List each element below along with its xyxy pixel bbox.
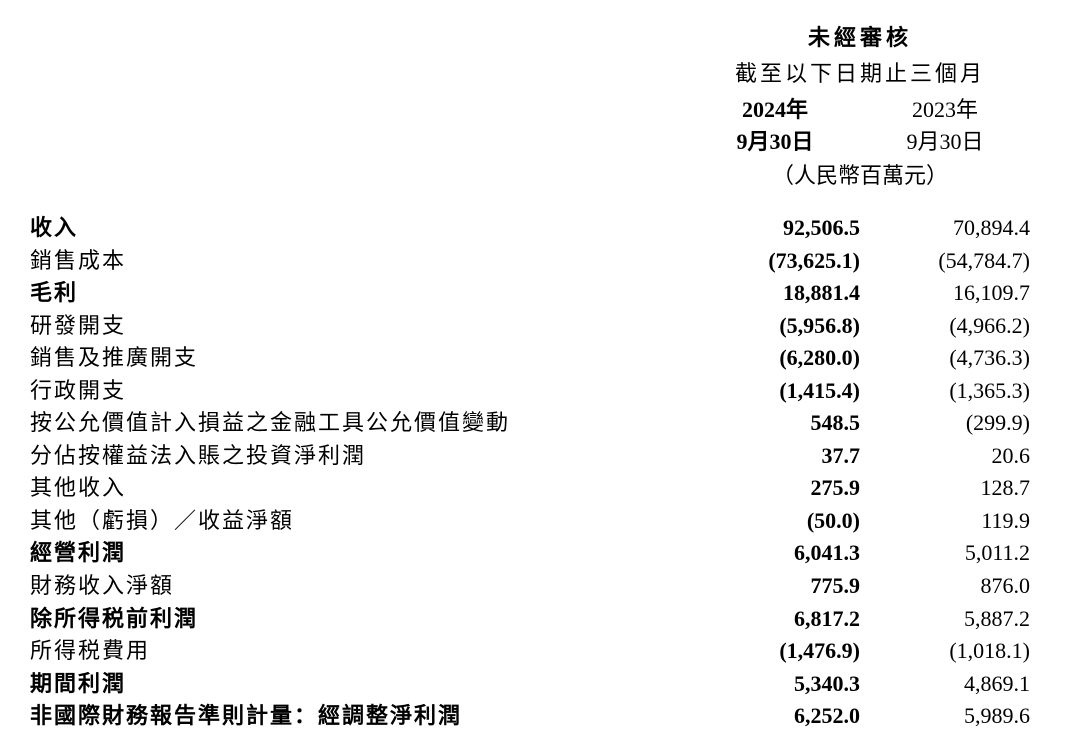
table-row: 毛利18,881.416,109.7 <box>30 277 1050 310</box>
table-header: 未經審核 截至以下日期止三個月 2024年 2023年 9月30日 9月30日 … <box>30 20 1050 190</box>
row-label: 按公允價值計入損益之金融工具公允價值變動 <box>30 407 670 440</box>
value-2023: (4,966.2) <box>860 310 1030 343</box>
value-2024: 6,252.0 <box>690 700 860 733</box>
table-row: 其他（虧損）／收益淨額(50.0)119.9 <box>30 505 1050 538</box>
value-2023: 5,887.2 <box>860 603 1030 636</box>
value-2023: 20.6 <box>860 440 1030 473</box>
row-label: 除所得税前利潤 <box>30 603 670 636</box>
value-2023: (1,018.1) <box>860 635 1030 668</box>
value-2023: 119.9 <box>860 505 1030 538</box>
value-2024: 548.5 <box>690 407 860 440</box>
row-values: 275.9128.7 <box>670 472 1050 505</box>
table-row: 經營利潤6,041.35,011.2 <box>30 537 1050 570</box>
value-2024: 5,340.3 <box>690 668 860 701</box>
table-row: 行政開支(1,415.4)(1,365.3) <box>30 375 1050 408</box>
value-2023: (1,365.3) <box>860 375 1030 408</box>
date-row: 9月30日 9月30日 <box>670 124 1050 156</box>
value-2024: 92,506.5 <box>690 212 860 245</box>
value-2023: 5,989.6 <box>860 700 1030 733</box>
period-description: 截至以下日期止三個月 <box>670 56 1050 88</box>
value-2024: 6,817.2 <box>690 603 860 636</box>
table-row: 其他收入275.9128.7 <box>30 472 1050 505</box>
row-values: 18,881.416,109.7 <box>670 277 1050 310</box>
row-label: 經營利潤 <box>30 537 670 570</box>
table-row: 分佔按權益法入賬之投資淨利潤37.720.6 <box>30 440 1050 473</box>
row-label: 銷售成本 <box>30 245 670 278</box>
table-row: 研發開支(5,956.8)(4,966.2) <box>30 310 1050 343</box>
value-2024: 18,881.4 <box>690 277 860 310</box>
value-2023: (299.9) <box>860 407 1030 440</box>
year-row: 2024年 2023年 <box>670 92 1050 124</box>
row-values: (1,415.4)(1,365.3) <box>670 375 1050 408</box>
table-row: 銷售及推廣開支(6,280.0)(4,736.3) <box>30 342 1050 375</box>
value-2024: (73,625.1) <box>690 245 860 278</box>
value-2024: (1,476.9) <box>690 635 860 668</box>
value-2024: 275.9 <box>690 472 860 505</box>
row-label: 毛利 <box>30 277 670 310</box>
audit-status: 未經審核 <box>670 20 1050 52</box>
row-label: 其他收入 <box>30 472 670 505</box>
table-row: 期間利潤5,340.34,869.1 <box>30 668 1050 701</box>
table-row: 按公允價值計入損益之金融工具公允價值變動548.5(299.9) <box>30 407 1050 440</box>
row-label: 行政開支 <box>30 375 670 408</box>
row-values: 37.720.6 <box>670 440 1050 473</box>
row-label: 所得税費用 <box>30 635 670 668</box>
value-2024: (6,280.0) <box>690 342 860 375</box>
row-label: 收入 <box>30 212 670 245</box>
row-label: 其他（虧損）／收益淨額 <box>30 505 670 538</box>
row-values: 92,506.570,894.4 <box>670 212 1050 245</box>
row-label: 研發開支 <box>30 310 670 343</box>
date-2023: 9月30日 <box>860 124 1030 156</box>
table-row: 財務收入淨額775.9876.0 <box>30 570 1050 603</box>
row-label: 銷售及推廣開支 <box>30 342 670 375</box>
financial-table: 未經審核 截至以下日期止三個月 2024年 2023年 9月30日 9月30日 … <box>30 20 1050 733</box>
row-values: 5,340.34,869.1 <box>670 668 1050 701</box>
row-values: 6,817.25,887.2 <box>670 603 1050 636</box>
header-spacer <box>30 20 670 190</box>
value-2024: 6,041.3 <box>690 537 860 570</box>
table-row: 銷售成本(73,625.1)(54,784.7) <box>30 245 1050 278</box>
table-row: 收入92,506.570,894.4 <box>30 212 1050 245</box>
value-2023: 4,869.1 <box>860 668 1030 701</box>
row-values: 548.5(299.9) <box>670 407 1050 440</box>
table-row: 非國際財務報告準則計量：經調整淨利潤6,252.05,989.6 <box>30 700 1050 733</box>
row-values: 6,252.05,989.6 <box>670 700 1050 733</box>
value-2024: 37.7 <box>690 440 860 473</box>
year-2024: 2024年 <box>690 92 860 124</box>
row-label: 期間利潤 <box>30 668 670 701</box>
value-2024: (50.0) <box>690 505 860 538</box>
row-values: (73,625.1)(54,784.7) <box>670 245 1050 278</box>
year-2023: 2023年 <box>860 92 1030 124</box>
row-values: 6,041.35,011.2 <box>670 537 1050 570</box>
value-2023: 70,894.4 <box>860 212 1030 245</box>
value-2023: 876.0 <box>860 570 1030 603</box>
row-label: 非國際財務報告準則計量：經調整淨利潤 <box>30 700 670 733</box>
row-values: (1,476.9)(1,018.1) <box>670 635 1050 668</box>
row-label: 財務收入淨額 <box>30 570 670 603</box>
row-values: (5,956.8)(4,966.2) <box>670 310 1050 343</box>
value-2024: 775.9 <box>690 570 860 603</box>
financial-rows: 收入92,506.570,894.4銷售成本(73,625.1)(54,784.… <box>30 212 1050 733</box>
table-row: 所得税費用(1,476.9)(1,018.1) <box>30 635 1050 668</box>
value-2024: (1,415.4) <box>690 375 860 408</box>
value-2024: (5,956.8) <box>690 310 860 343</box>
row-values: (50.0)119.9 <box>670 505 1050 538</box>
table-row: 除所得税前利潤6,817.25,887.2 <box>30 603 1050 636</box>
row-values: 775.9876.0 <box>670 570 1050 603</box>
row-values: (6,280.0)(4,736.3) <box>670 342 1050 375</box>
value-2023: (4,736.3) <box>860 342 1030 375</box>
value-2023: 128.7 <box>860 472 1030 505</box>
currency-unit: （人民幣百萬元） <box>670 158 1050 190</box>
date-2024: 9月30日 <box>690 124 860 156</box>
header-columns: 未經審核 截至以下日期止三個月 2024年 2023年 9月30日 9月30日 … <box>670 20 1050 190</box>
row-label: 分佔按權益法入賬之投資淨利潤 <box>30 440 670 473</box>
value-2023: (54,784.7) <box>860 245 1030 278</box>
value-2023: 5,011.2 <box>860 537 1030 570</box>
value-2023: 16,109.7 <box>860 277 1030 310</box>
